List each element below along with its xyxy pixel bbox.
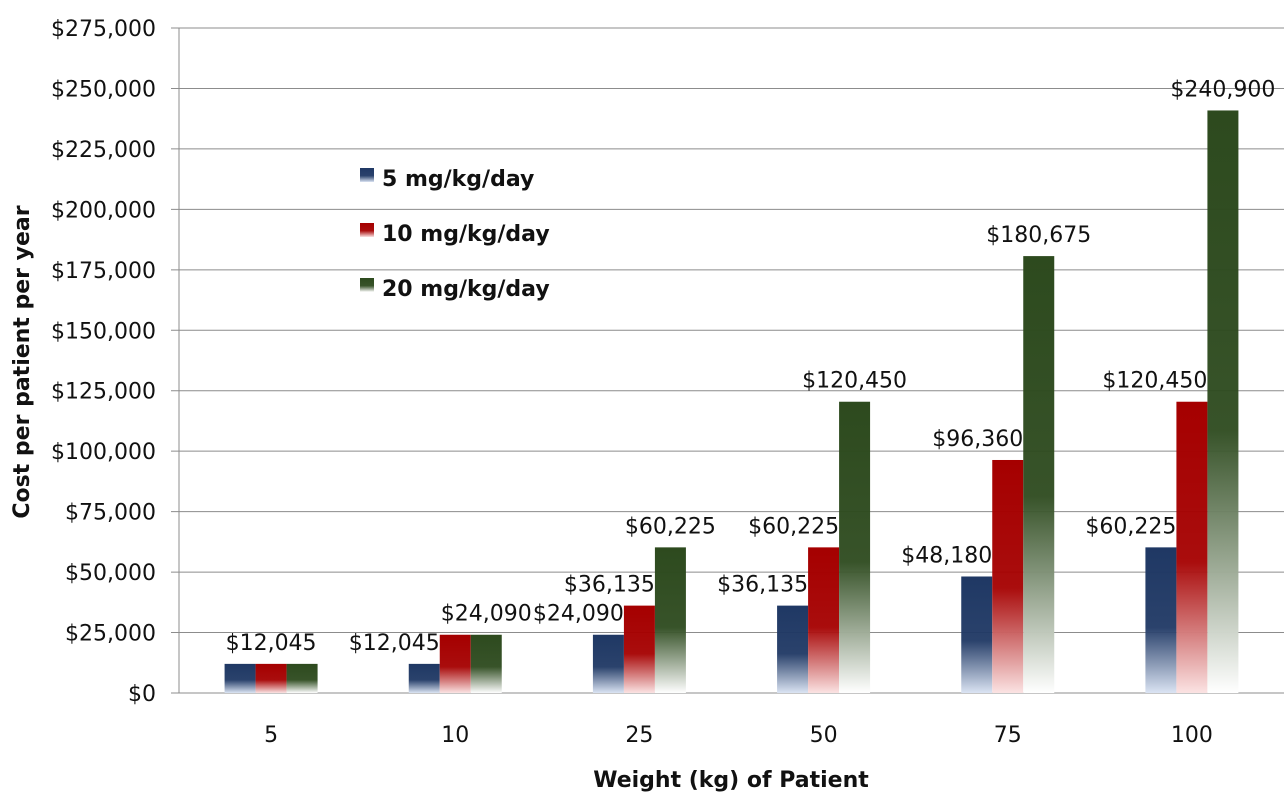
bar	[654, 547, 686, 693]
data-label: $12,045	[349, 631, 440, 656]
x-tick-label: 100	[1171, 723, 1213, 748]
y-tick-label: $25,000	[65, 622, 156, 647]
data-label: $120,450	[802, 369, 907, 394]
bar	[808, 547, 840, 693]
data-label: $120,450	[1102, 369, 1207, 394]
x-tick-label: 5	[264, 723, 278, 748]
bar	[839, 401, 871, 693]
y-axis-title: Cost per patient per year	[10, 205, 35, 518]
data-label: $60,225	[625, 514, 716, 539]
bar	[439, 634, 471, 693]
bars	[224, 110, 1239, 693]
data-label: $240,900	[1170, 77, 1275, 102]
bar	[777, 605, 809, 693]
x-tick-label: 50	[810, 723, 838, 748]
y-tick-label: $225,000	[51, 138, 156, 163]
y-tick-label: $150,000	[51, 319, 156, 344]
data-label: $36,135	[717, 573, 808, 598]
x-axis-ticks: 5 10 25 50 75 100	[264, 723, 1213, 748]
legend: 5 mg/kg/day 10 mg/kg/day 20 mg/kg/day	[360, 167, 550, 302]
x-tick-label: 10	[441, 723, 469, 748]
bar	[623, 605, 655, 693]
gridlines	[171, 27, 1284, 694]
bar	[1207, 110, 1239, 693]
data-label: $180,675	[986, 223, 1091, 248]
y-axis-ticks: $0 $25,000 $50,000 $75,000 $100,000 $125,000 $…	[51, 17, 156, 707]
y-tick-label: $200,000	[51, 198, 156, 223]
data-labels: $12,045 $12,045$24,090 $24,090$36,135$60,2…	[226, 77, 1276, 655]
y-tick-label: $50,000	[65, 561, 156, 586]
data-label: $24,090	[441, 602, 532, 627]
data-label: $96,360	[932, 427, 1023, 452]
y-tick-label: $250,000	[51, 77, 156, 102]
bar	[224, 663, 256, 693]
y-tick-label: $175,000	[51, 259, 156, 284]
data-label: $36,135	[564, 573, 655, 598]
bar	[255, 663, 287, 693]
legend-swatch	[360, 168, 374, 182]
x-axis-title: Weight (kg) of Patient	[593, 768, 869, 793]
y-tick-label: $0	[128, 682, 156, 707]
y-tick-label: $75,000	[65, 501, 156, 526]
legend-label: 5 mg/kg/day	[382, 167, 534, 192]
legend-swatch	[360, 278, 374, 292]
legend-label: 20 mg/kg/day	[382, 277, 550, 302]
bar	[1145, 547, 1177, 693]
data-label: $60,225	[1085, 514, 1176, 539]
legend-label: 10 mg/kg/day	[382, 222, 550, 247]
y-tick-label: $125,000	[51, 380, 156, 405]
y-tick-label: $100,000	[51, 440, 156, 465]
bar	[992, 459, 1024, 693]
bar	[470, 634, 502, 693]
data-label: $12,045	[226, 631, 317, 656]
data-label: $48,180	[901, 543, 992, 568]
bar	[408, 663, 440, 693]
data-label: $60,225	[748, 514, 839, 539]
y-tick-label: $275,000	[51, 17, 156, 42]
bar	[961, 576, 993, 693]
bar	[1023, 256, 1055, 693]
data-label: $24,090	[533, 602, 624, 627]
bar	[286, 663, 318, 693]
x-tick-label: 25	[625, 723, 653, 748]
bar	[592, 634, 624, 693]
bar	[1176, 401, 1208, 693]
legend-swatch	[360, 223, 374, 237]
x-tick-label: 75	[994, 723, 1022, 748]
